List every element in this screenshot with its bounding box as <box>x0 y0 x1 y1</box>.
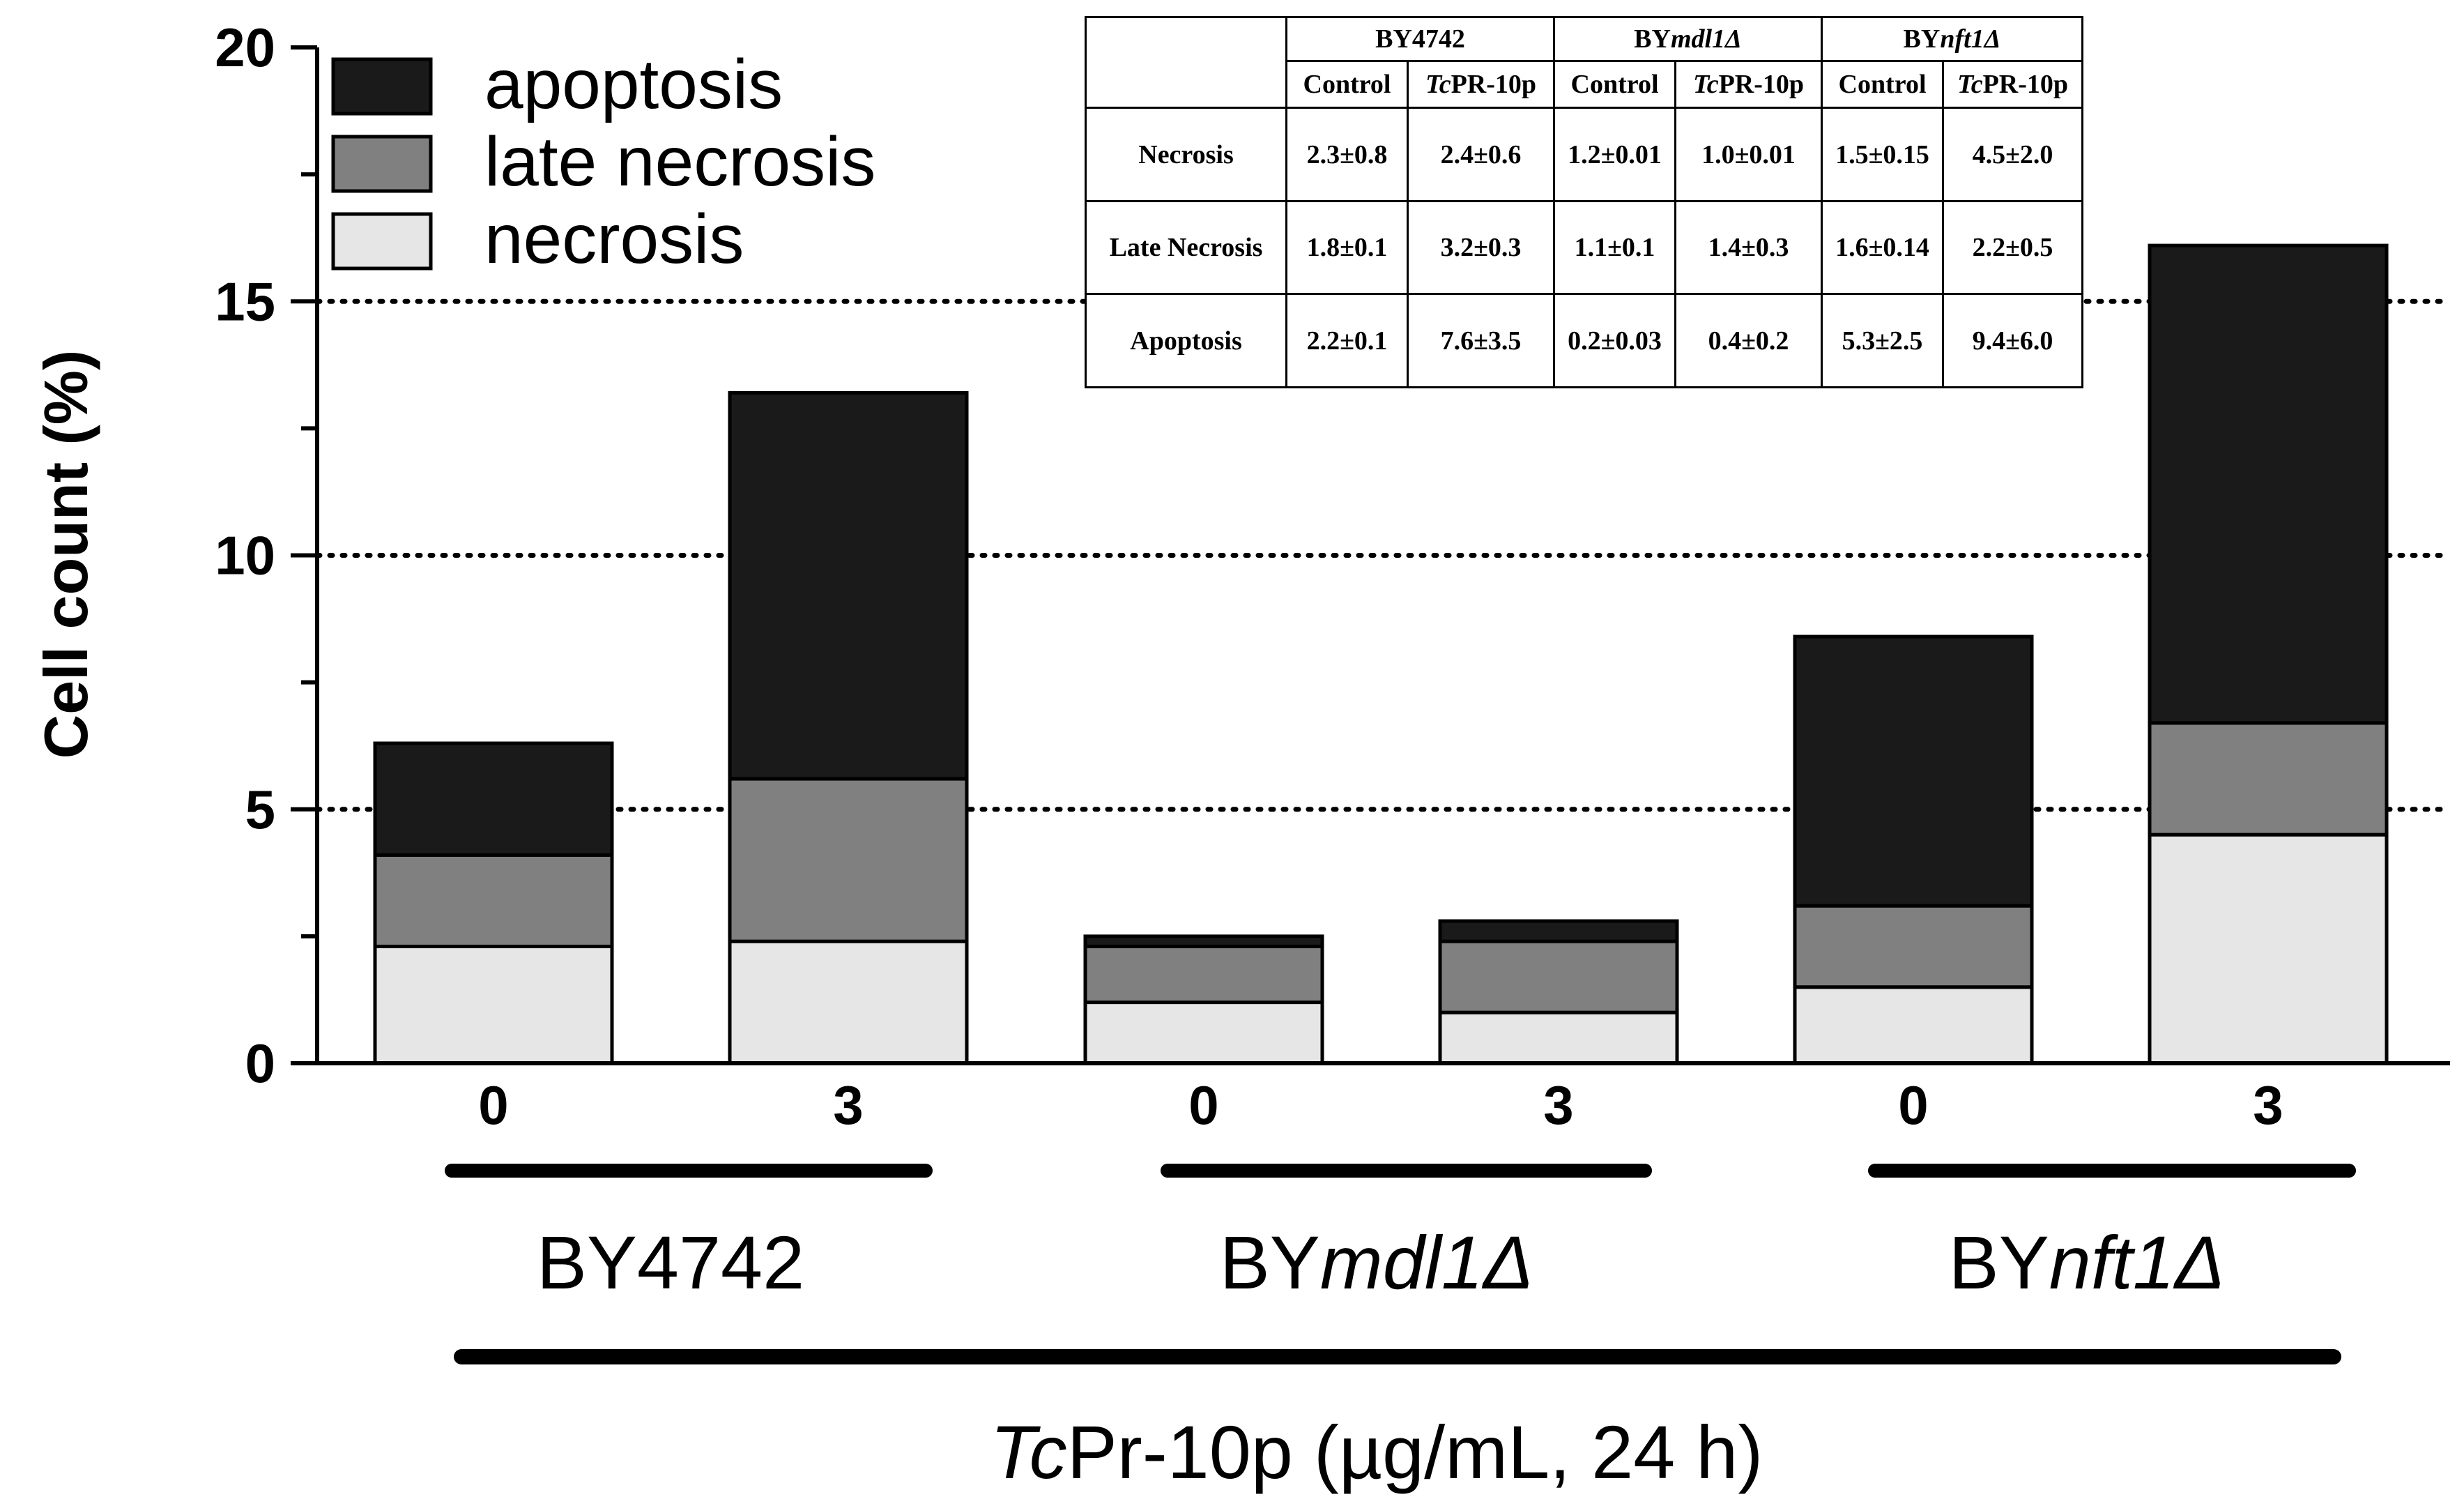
table-cell: 5.3±2.5 <box>1821 293 1945 388</box>
bar-segment-necrosis <box>1438 1010 1679 1065</box>
group-brackets <box>445 1164 2356 1364</box>
table-cell: 9.4±6.0 <box>1942 293 2084 388</box>
table-header-treatments: Control TcPR-10p Control TcPR-10p Contro… <box>1086 60 2084 109</box>
table-cell: 1.0±0.01 <box>1674 107 1823 202</box>
table-cell: 1.8±0.1 <box>1285 199 1409 296</box>
y-ticks: 0 5 10 15 20 <box>215 17 317 1094</box>
table-cell: 2.2±0.1 <box>1285 293 1409 388</box>
bar-segment-apoptosis <box>1083 934 1324 948</box>
table-header-strains: BY4742 BYmdl1Δ BYnft1Δ <box>1085 15 2084 109</box>
x-tick-label: 3 <box>2253 1074 2283 1136</box>
legend-swatch-necrosis <box>331 212 433 271</box>
x-tick-label: 0 <box>1898 1074 1928 1136</box>
y-axis-label: Cell count (%) <box>31 350 100 759</box>
table-row-label: Apoptosis <box>1085 293 1287 388</box>
legend: apoptosis late necrosis necrosis <box>331 45 875 278</box>
bar-segment-necrosis <box>1083 1001 1324 1065</box>
table-row: Late Necrosis 1.8±0.1 3.2±0.3 1.1±0.1 1.… <box>1085 199 2084 296</box>
legend-swatch-apoptosis <box>331 57 433 116</box>
y-tick-label: 15 <box>215 271 275 332</box>
group-label-bymdl1: BYmdl1Δ <box>1220 1220 1534 1305</box>
table-cell: 2.2±0.5 <box>1942 199 2084 296</box>
summary-table: BY4742 BYmdl1Δ BYnft1Δ Control TcPR-10p … <box>1085 15 2084 388</box>
bar-segment-apoptosis <box>373 741 614 857</box>
table-subheader-control: Control <box>1285 60 1409 109</box>
bar-segment-apoptosis <box>1793 634 2034 908</box>
bar-segment-necrosis <box>1793 985 2034 1065</box>
table-row: Necrosis 2.3±0.8 2.4±0.6 1.2±0.01 1.0±0.… <box>1085 107 2084 202</box>
table-cell: 0.2±0.03 <box>1553 293 1677 388</box>
x-tick-label: 3 <box>1543 1074 1573 1136</box>
y-tick-label: 5 <box>245 779 275 840</box>
legend-label-apoptosis: apoptosis <box>484 45 783 123</box>
legend-label-necrosis: necrosis <box>484 200 744 278</box>
table-header-bynft1: BYnft1Δ <box>1821 15 2084 63</box>
table-row-label: Late Necrosis <box>1085 199 1287 296</box>
x-ticks: 0 3 0 3 0 3 <box>478 1074 2283 1136</box>
table-cell: 1.2±0.01 <box>1553 107 1677 202</box>
table-cell: 7.6±3.5 <box>1406 293 1556 388</box>
x-tick-label: 0 <box>1188 1074 1218 1136</box>
table-header-by4742: BY4742 <box>1285 15 1556 63</box>
bar-segment-apoptosis <box>728 390 969 781</box>
group-label-bynft1: BYnft1Δ <box>1949 1220 2226 1305</box>
bar-segment-apoptosis <box>2148 243 2389 725</box>
legend-label-late-necrosis: late necrosis <box>484 123 875 201</box>
x-tick-label: 0 <box>478 1074 508 1136</box>
table-row-label: Necrosis <box>1085 107 1287 202</box>
table-cell: 1.5±0.15 <box>1821 107 1945 202</box>
table-cell: 3.2±0.3 <box>1406 199 1556 296</box>
bars <box>373 243 2389 1065</box>
table-header-bymdl1: BYmdl1Δ <box>1553 15 1823 63</box>
table-row: Apoptosis 2.2±0.1 7.6±3.5 0.2±0.03 0.4±0… <box>1085 293 2084 388</box>
table-cell: 4.5±2.0 <box>1942 107 2084 202</box>
table-cell: 1.1±0.1 <box>1553 199 1677 296</box>
table-cell: 1.4±0.3 <box>1674 199 1823 296</box>
y-tick-label: 0 <box>245 1033 275 1094</box>
y-tick-label: 20 <box>215 17 275 78</box>
bar-segment-necrosis <box>373 944 614 1065</box>
table-subheader-treatment: TcPR-10p <box>1674 60 1823 109</box>
table-subheader-control: Control <box>1553 60 1677 109</box>
bar-segment-late-necrosis <box>2148 721 2389 837</box>
bar-segment-late-necrosis <box>1083 944 1324 1005</box>
table-corner <box>1085 15 1287 109</box>
table-cell: 1.6±0.14 <box>1821 199 1945 296</box>
group-labels: BY4742 BYmdl1Δ BYnft1Δ <box>537 1220 2226 1305</box>
bar-segment-necrosis <box>728 939 969 1065</box>
x-tick-label: 3 <box>833 1074 863 1136</box>
bar-segment-late-necrosis <box>728 777 969 943</box>
bar-segment-late-necrosis <box>1438 939 1679 1014</box>
table-cell: 2.4±0.6 <box>1406 107 1556 202</box>
table-subheader-control: Control <box>1821 60 1945 109</box>
table-subheader-treatment: TcPR-10p <box>1406 60 1556 109</box>
table-cell: 2.3±0.8 <box>1285 107 1409 202</box>
bar-segment-necrosis <box>2148 832 2389 1065</box>
group-label-by4742: BY4742 <box>537 1220 804 1305</box>
y-tick-label: 10 <box>215 525 275 586</box>
bar-segment-late-necrosis <box>1793 904 2034 989</box>
table-subheader-treatment: TcPR-10p <box>1942 60 2084 109</box>
bar-segment-apoptosis <box>1438 919 1679 943</box>
table-cell: 0.4±0.2 <box>1674 293 1823 388</box>
x-axis-label: TcPr-10p (µg/mL, 24 h) <box>990 1410 1763 1494</box>
legend-swatch-late-necrosis <box>331 135 433 193</box>
bar-segment-late-necrosis <box>373 853 614 948</box>
